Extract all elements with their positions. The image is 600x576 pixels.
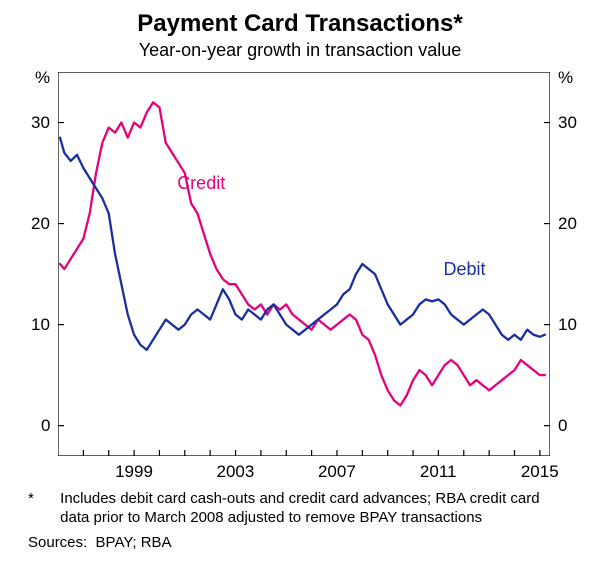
x-tick-2007: 2007 (318, 462, 356, 482)
x-tick-1999: 1999 (115, 462, 153, 482)
series-label-debit: Debit (443, 259, 485, 280)
y-left-tick-10: 10 (31, 315, 50, 335)
x-tick-2003: 2003 (217, 462, 255, 482)
x-tick-2015: 2015 (521, 462, 559, 482)
y-left-tick-20: 20 (31, 214, 50, 234)
sources-text: BPAY; RBA (96, 534, 172, 551)
series-label-credit: Credit (177, 173, 225, 194)
y-right-tick-30: 30 (558, 113, 577, 133)
y-left-tick-0: 0 (41, 416, 50, 436)
footnote-marker: * (28, 490, 56, 509)
footnote-text: Includes debit card cash-outs and credit… (60, 490, 560, 528)
x-tick-2011: 2011 (420, 462, 457, 482)
chart-subtitle: Year-on-year growth in transaction value (0, 38, 600, 61)
series-credit (60, 102, 545, 405)
footnote: * Includes debit card cash-outs and cred… (28, 490, 560, 528)
y-right-tick-10: 10 (558, 315, 577, 335)
sources-label: Sources: (28, 534, 87, 551)
series-debit (60, 138, 545, 350)
y-right-unit: % (558, 68, 573, 88)
y-left-unit: % (35, 68, 50, 88)
sources: Sources: BPAY; RBA (28, 534, 172, 551)
y-left-tick-30: 30 (31, 113, 50, 133)
y-right-tick-20: 20 (558, 214, 577, 234)
y-right-tick-0: 0 (558, 416, 567, 436)
chart-title: Payment Card Transactions* (0, 0, 600, 38)
